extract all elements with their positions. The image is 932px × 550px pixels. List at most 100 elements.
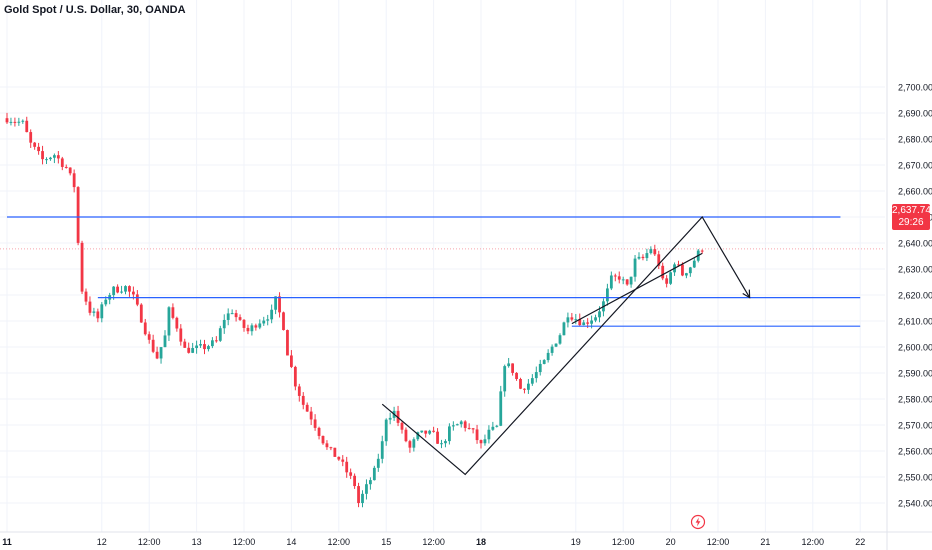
candle-body (590, 320, 593, 324)
candle-body (617, 276, 621, 280)
price-tick-label: 2,560.000 (898, 447, 932, 457)
candle-body (550, 346, 554, 353)
candle-body (21, 120, 25, 122)
candle-body (68, 167, 72, 174)
time-tick-label: 14 (286, 537, 296, 547)
candle-body (282, 312, 285, 331)
pattern-line[interactable] (381, 215, 751, 476)
pattern-line[interactable] (571, 252, 703, 325)
candle-body (495, 425, 499, 427)
candle-body (475, 429, 479, 441)
candle-body (33, 142, 37, 147)
candle-body (187, 347, 191, 353)
candle-body (226, 313, 230, 320)
candle-body (230, 313, 234, 315)
candle-body (692, 260, 696, 268)
price-axis[interactable]: 2,540.000 2,550.000 2,560.000 2,570.000 2,58… (886, 0, 932, 550)
candle-body (191, 348, 195, 353)
time-tick-label: 12:00 (802, 537, 825, 547)
candle-body (380, 441, 384, 459)
candle-body (147, 334, 151, 340)
candle-body (558, 335, 562, 344)
candle-body (416, 432, 420, 440)
candle-body (128, 286, 131, 292)
candle-body (594, 317, 597, 321)
candle-body (207, 346, 210, 350)
price-tick-label: 2,690.000 (898, 109, 932, 119)
candle-body (254, 325, 258, 328)
time-axis[interactable]: 11 12 12:00 13 12:00 14 12:00 15 12:00 18 19 12:00 2… (0, 531, 932, 547)
candle-body (530, 378, 534, 384)
candle-body (384, 419, 388, 442)
candle-body (677, 264, 680, 266)
time-tick-label: 18 (476, 537, 486, 547)
candle-body (159, 347, 163, 359)
time-tick-label: 22 (855, 537, 865, 547)
candle-body (661, 265, 665, 279)
candle-body (376, 458, 380, 468)
candle-body (345, 461, 349, 473)
candle-body (96, 311, 100, 319)
candle-body (369, 480, 372, 485)
candle-body (88, 301, 92, 313)
candle-body (455, 424, 459, 426)
candle-body (325, 443, 329, 448)
price-tick-label: 2,630.000 (898, 265, 932, 275)
time-tick-label: 12:00 (138, 537, 161, 547)
time-tick-label: 13 (192, 537, 202, 547)
candle-body (313, 419, 317, 428)
candle-body (309, 411, 313, 420)
candle-body (135, 294, 139, 305)
candle-body (139, 304, 143, 323)
candle-body (76, 187, 80, 243)
candle-body (440, 443, 443, 445)
candle-body (467, 427, 471, 429)
candle-body (527, 383, 530, 390)
candle-body (578, 319, 582, 326)
candle-body (353, 475, 356, 487)
candle-body (53, 155, 56, 158)
candle-body (112, 286, 116, 296)
candle-body (305, 404, 309, 412)
time-tick-label: 19 (571, 537, 581, 547)
candle-body (41, 151, 44, 160)
candle-body (448, 426, 451, 442)
price-tick-label: 2,660.000 (898, 187, 932, 197)
candle-body (653, 249, 657, 255)
candle-body (613, 275, 617, 277)
candle-body (199, 344, 202, 346)
pattern-drawings[interactable] (381, 215, 751, 476)
candle-body (546, 352, 550, 361)
candle-body (80, 242, 84, 292)
candle-body (167, 307, 171, 336)
candle-body (665, 278, 669, 284)
candle-body (515, 372, 518, 380)
candle-body (163, 335, 167, 348)
candle-body (5, 118, 9, 123)
candle-body (45, 159, 48, 161)
candle-body (633, 258, 637, 277)
candle-body (487, 429, 491, 440)
candle-body (333, 447, 337, 457)
candle-body (566, 317, 570, 323)
candle-body (582, 322, 586, 326)
candle-body (278, 296, 281, 313)
candle-body (242, 319, 246, 328)
candle-body (25, 120, 29, 133)
price-tick-label: 2,670.000 (898, 161, 932, 171)
price-tick-label: 2,620.000 (898, 291, 932, 301)
candle-body (519, 379, 522, 389)
candle-body (586, 322, 590, 324)
candle-body (542, 360, 546, 364)
candle-body (436, 431, 439, 444)
candle-body (471, 428, 475, 430)
candle-body (534, 372, 538, 379)
candle-body (609, 275, 613, 289)
candle-body (432, 430, 435, 432)
time-tick-label: 12:00 (328, 537, 351, 547)
candle-body (290, 355, 293, 367)
candle-body (218, 328, 222, 341)
flash-icon[interactable] (690, 514, 706, 530)
candle-body (72, 173, 76, 188)
